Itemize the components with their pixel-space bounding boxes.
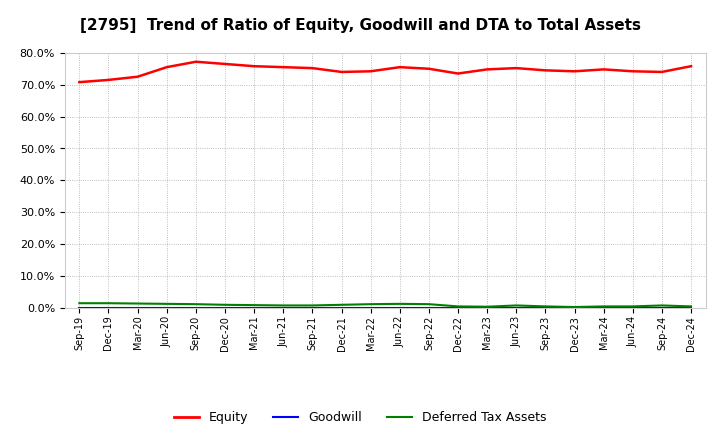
Equity [599, 67, 608, 72]
Goodwill [75, 305, 84, 311]
Equity [337, 69, 346, 74]
Deferred Tax Assets [629, 304, 637, 309]
Goodwill [599, 305, 608, 311]
Equity [75, 80, 84, 85]
Goodwill [337, 305, 346, 311]
Deferred Tax Assets [133, 301, 142, 306]
Equity [570, 69, 579, 74]
Deferred Tax Assets [599, 304, 608, 309]
Goodwill [133, 305, 142, 311]
Deferred Tax Assets [75, 301, 84, 306]
Goodwill [454, 305, 462, 311]
Goodwill [366, 305, 375, 311]
Goodwill [570, 305, 579, 311]
Equity [425, 66, 433, 71]
Goodwill [541, 305, 550, 311]
Goodwill [192, 305, 200, 311]
Equity [104, 77, 113, 83]
Goodwill [308, 305, 317, 311]
Deferred Tax Assets [104, 301, 113, 306]
Text: [2795]  Trend of Ratio of Equity, Goodwill and DTA to Total Assets: [2795] Trend of Ratio of Equity, Goodwil… [79, 18, 641, 33]
Equity [512, 66, 521, 71]
Line: Equity: Equity [79, 62, 691, 82]
Deferred Tax Assets [541, 304, 550, 309]
Equity [279, 65, 287, 70]
Deferred Tax Assets [220, 302, 229, 308]
Goodwill [657, 305, 666, 311]
Goodwill [483, 305, 492, 311]
Goodwill [395, 305, 404, 311]
Deferred Tax Assets [657, 303, 666, 308]
Deferred Tax Assets [366, 301, 375, 307]
Equity [308, 66, 317, 71]
Equity [366, 69, 375, 74]
Equity [657, 69, 666, 74]
Deferred Tax Assets [337, 302, 346, 308]
Goodwill [279, 305, 287, 311]
Equity [250, 63, 258, 69]
Equity [163, 65, 171, 70]
Equity [192, 59, 200, 64]
Goodwill [687, 305, 696, 311]
Deferred Tax Assets [395, 301, 404, 307]
Deferred Tax Assets [192, 301, 200, 307]
Equity [133, 74, 142, 79]
Deferred Tax Assets [250, 302, 258, 308]
Goodwill [250, 305, 258, 311]
Deferred Tax Assets [512, 303, 521, 308]
Legend: Equity, Goodwill, Deferred Tax Assets: Equity, Goodwill, Deferred Tax Assets [168, 407, 552, 429]
Goodwill [512, 305, 521, 311]
Equity [541, 68, 550, 73]
Deferred Tax Assets [483, 304, 492, 309]
Goodwill [220, 305, 229, 311]
Deferred Tax Assets [687, 304, 696, 309]
Equity [220, 61, 229, 66]
Equity [454, 71, 462, 76]
Goodwill [104, 305, 113, 311]
Deferred Tax Assets [425, 301, 433, 307]
Equity [483, 67, 492, 72]
Deferred Tax Assets [570, 304, 579, 310]
Deferred Tax Assets [308, 303, 317, 308]
Goodwill [629, 305, 637, 311]
Deferred Tax Assets [279, 303, 287, 308]
Line: Deferred Tax Assets: Deferred Tax Assets [79, 303, 691, 307]
Goodwill [425, 305, 433, 311]
Equity [687, 63, 696, 69]
Equity [629, 69, 637, 74]
Deferred Tax Assets [454, 304, 462, 309]
Goodwill [163, 305, 171, 311]
Equity [395, 65, 404, 70]
Deferred Tax Assets [163, 301, 171, 307]
